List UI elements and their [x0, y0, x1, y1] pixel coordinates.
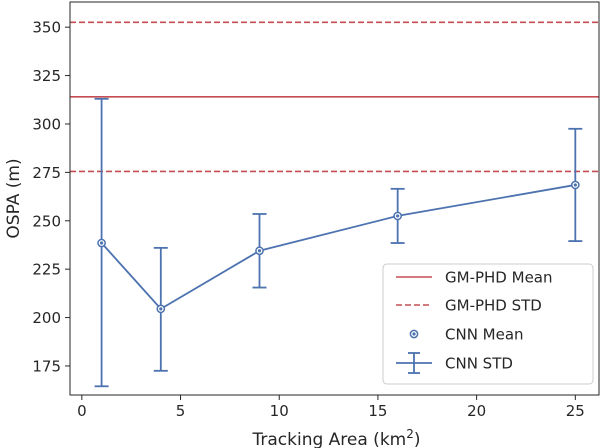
x-tick-label-1: 5: [176, 402, 186, 420]
cnn-mean-point-dot-2: [257, 249, 262, 253]
y-tick-label-4: 275: [32, 164, 61, 182]
cnn-mean-point-dot-3: [396, 214, 400, 218]
legend-label-cnn-mean: CNN Mean: [445, 326, 524, 344]
y-tick-label-7: 350: [32, 19, 61, 37]
y-tick-label-0: 175: [32, 357, 61, 375]
y-tick-label-5: 300: [32, 115, 61, 133]
legend-label-gm-phd-mean: GM-PHD Mean: [445, 269, 553, 287]
y-tick-label-6: 325: [32, 67, 61, 85]
cnn-mean-point-dot-0: [99, 241, 104, 245]
plot-frame: [69, 1, 600, 396]
cnn-mean-point-dot-4: [573, 183, 577, 187]
axes: 0 5 10 15 20 25 175 200 225 250 275 300 325 350 Tracki…: [4, 1, 600, 448]
x-tick-label-5: 25: [566, 402, 585, 420]
x-axis-label: Tracking Area (km2): [251, 427, 420, 448]
y-tick-label-2: 225: [32, 261, 61, 279]
y-axis-label: OSPA (m): [4, 158, 24, 238]
legend-box: [382, 263, 594, 385]
legend: GM-PHD Mean GM-PHD STD CNN Mean CNN STD: [382, 263, 594, 385]
legend-label-gm-phd-std: GM-PHD STD: [445, 297, 542, 315]
x-tick-label-0: 0: [77, 402, 87, 420]
x-tick-label-3: 15: [368, 402, 387, 420]
legend-handle-dot-cnn-mean: [412, 332, 416, 336]
cnn-mean-point-dot-1: [159, 307, 163, 311]
legend-label-cnn-std: CNN STD: [445, 355, 513, 373]
y-tick-label-3: 250: [32, 212, 61, 230]
x-tick-label-4: 20: [467, 402, 486, 420]
plot-area: [70, 21, 599, 388]
y-tick-label-1: 200: [32, 309, 61, 327]
x-tick-label-2: 10: [270, 402, 289, 420]
